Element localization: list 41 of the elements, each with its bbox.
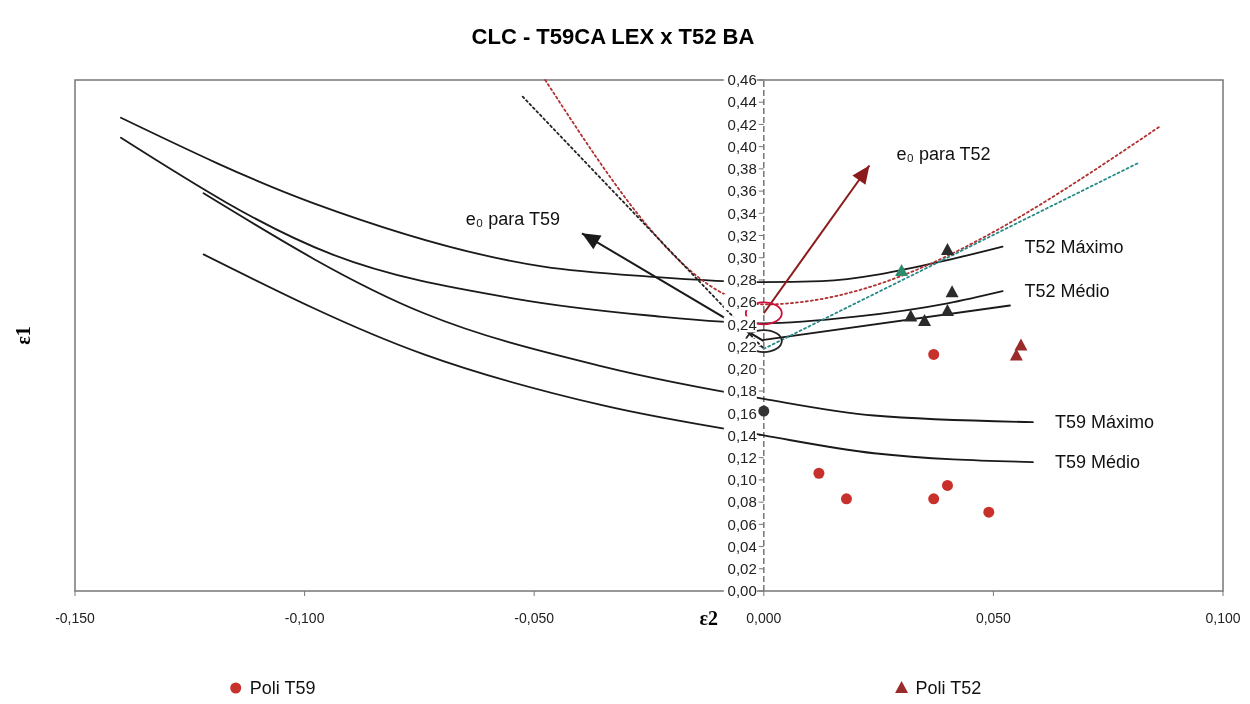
y-tick-label: 0,34 [727, 204, 757, 222]
y-tick-label: 0,46 [727, 71, 757, 89]
y-tick-label: 0,22 [727, 337, 757, 355]
annotation: e₀ para T59 [465, 208, 560, 229]
y-tick-label: 0,38 [727, 160, 757, 178]
y-tick-label: 0,02 [727, 560, 757, 578]
y-tick-label: 0,20 [727, 360, 757, 378]
y-tick-label: 0,00 [727, 582, 757, 600]
y-tick-label: 0,24 [727, 315, 757, 333]
y-tick-label: 0,10 [727, 471, 757, 489]
series-label: T59 Máximo [1054, 412, 1154, 433]
x-axis-title: ε2 [699, 607, 718, 629]
y-tick-label: 0,16 [727, 404, 757, 422]
y-axis-title: ε1 [12, 326, 34, 345]
x-tick-label: -0,050 [514, 610, 555, 626]
y-tick-label: 0,42 [727, 115, 757, 133]
y-tick-label: 0,06 [727, 515, 757, 533]
series-label: T52 Máximo [1024, 236, 1124, 257]
y-tick-label: 0,36 [727, 182, 757, 200]
y-tick-label: 0,18 [727, 382, 757, 400]
y-tick-label: 0,28 [727, 271, 757, 289]
series-label: T59 Médio [1054, 452, 1140, 473]
y-tick-label: 0,44 [727, 93, 757, 111]
legend-label: Poli T52 [915, 678, 982, 699]
y-tick-label: 0,30 [727, 248, 757, 266]
x-tick-label: 0,100 [1205, 610, 1241, 626]
y-tick-label: 0,08 [727, 493, 757, 511]
y-tick-label: 0,14 [727, 426, 757, 444]
x-tick-label: -0,100 [284, 610, 325, 626]
x-tick-label: -0,150 [55, 610, 96, 626]
y-tick-label: 0,32 [727, 226, 757, 244]
legend-label: Poli T59 [249, 678, 316, 699]
series-label: T52 Médio [1024, 281, 1110, 302]
y-tick-label: 0,26 [727, 293, 757, 311]
y-tick-label: 0,12 [727, 448, 757, 466]
y-tick-label: 0,04 [727, 537, 757, 555]
chart-title: CLC - T59CA LEX x T52 BA [471, 24, 755, 49]
y-tick-label: 0,40 [727, 137, 757, 155]
x-tick-label: 0,050 [975, 610, 1012, 626]
x-tick-label: 0,000 [746, 610, 782, 626]
annotation: e₀ para T52 [896, 143, 991, 164]
